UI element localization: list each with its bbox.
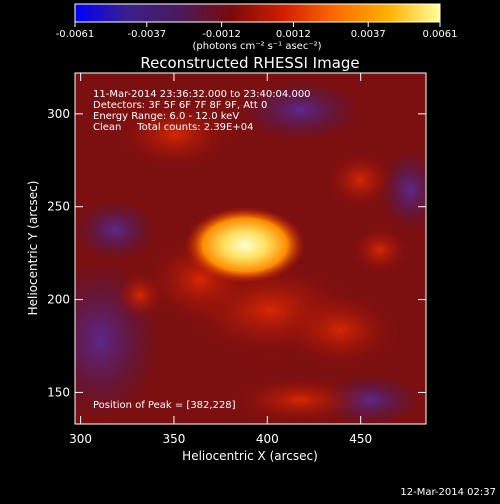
x-tick-label: 400 xyxy=(256,432,279,446)
x-axis-label: Heliocentric X (arcsec) xyxy=(182,449,318,463)
y-tick-label: 200 xyxy=(47,293,70,307)
info-text: 11-Mar-2014 23:36:32.000 to 23:40:04.000… xyxy=(93,89,311,133)
plot-frame xyxy=(74,72,427,425)
y-tick-label: 300 xyxy=(47,107,70,121)
colorbar-tick-label: 0.0012 xyxy=(276,29,311,40)
colorbar-tick-label: -0.0061 xyxy=(56,29,95,40)
colorbar-tick-label: -0.0012 xyxy=(202,29,241,40)
colorbar xyxy=(74,3,441,23)
info-line-detectors: Detectors: 3F 5F 6F 7F 8F 9F, Att 0 xyxy=(93,100,267,111)
info-line-time: 11-Mar-2014 23:36:32.000 to 23:40:04.000 xyxy=(93,89,311,100)
chart-title: Reconstructed RHESSI Image xyxy=(140,54,359,72)
footer-timestamp: 12-Mar-2014 02:37 xyxy=(400,487,496,498)
x-tick-label: 300 xyxy=(69,432,92,446)
heatmap-image xyxy=(75,73,426,424)
info-line-energy: Energy Range: 6.0 - 12.0 keV xyxy=(93,111,239,122)
y-tick-label: 150 xyxy=(47,385,70,399)
y-axis-ticks: 150 200 250 300 xyxy=(47,107,426,399)
x-tick-label: 450 xyxy=(349,432,372,446)
x-tick-label: 350 xyxy=(162,432,185,446)
colorbar-tick-label: -0.0037 xyxy=(127,29,166,40)
colorbar-unit-label: (photons cm⁻² s⁻¹ asec⁻²) xyxy=(192,41,321,52)
y-axis-label: Heliocentric Y (arcsec) xyxy=(26,181,40,316)
y-tick-label: 250 xyxy=(47,200,70,214)
peak-position-label: Position of Peak = [382,228] xyxy=(93,400,236,411)
colorbar-tick-label: 0.0037 xyxy=(351,29,386,40)
colorbar-tick-label: 0.0061 xyxy=(423,29,458,40)
x-axis-ticks: 300 350 400 450 xyxy=(69,73,372,446)
colorbar-ticks: -0.0061 -0.0037 -0.0012 0.0012 0.0037 0.0061 xyxy=(56,22,458,40)
info-line-clean: Clean Total counts: 2.39E+04 xyxy=(93,122,253,133)
